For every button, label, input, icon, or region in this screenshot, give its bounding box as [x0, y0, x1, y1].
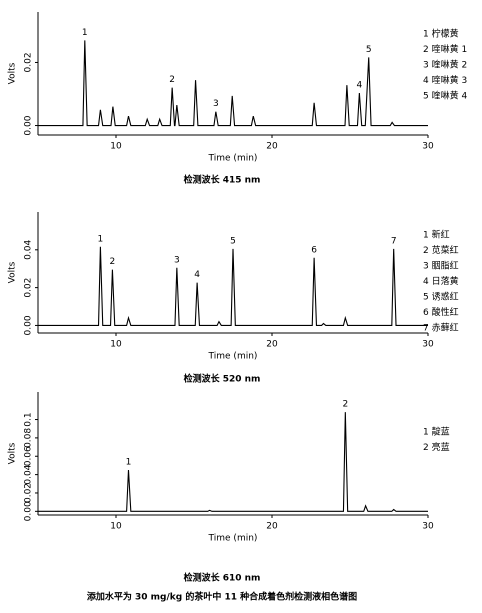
legend-entry: 1 新红: [423, 229, 450, 241]
legend-entry: 1 靛蓝: [423, 426, 450, 438]
y-tick-label: 0.02: [24, 278, 34, 298]
legend-entry: 3 胭脂红: [423, 260, 459, 272]
y-tick-label: 0.00: [24, 315, 34, 335]
x-tick-label: 30: [422, 142, 434, 152]
peak-label: 4: [194, 270, 200, 280]
x-tick-label: 20: [266, 142, 278, 152]
y-tick-label: 0.00: [24, 501, 34, 521]
legend-entry: 4 日落黄: [423, 275, 459, 287]
caption: 检测波长 415 nm: [184, 174, 261, 186]
x-tick-label: 30: [422, 522, 434, 532]
trace: [38, 40, 428, 127]
peak-label: 2: [110, 257, 116, 267]
x-tick-label: 20: [266, 522, 278, 532]
peak-label: 7: [391, 236, 397, 246]
x-axis-label: Time (min): [208, 534, 258, 544]
y-tick-label: 0.08: [24, 428, 34, 448]
y-tick-label: 0.02: [24, 52, 34, 72]
x-tick-label: 10: [110, 340, 122, 350]
x-axis-label: Time (min): [208, 154, 258, 164]
x-tick-label: 10: [110, 522, 122, 532]
trace: [38, 246, 428, 326]
peak-label: 5: [230, 236, 236, 246]
y-tick-label: 0.02: [24, 483, 34, 503]
y-tick-label: 0.04: [24, 464, 34, 484]
legend-entry: 2 苋菜红: [423, 244, 459, 256]
legend-entry: 1 柠檬黄: [423, 28, 459, 40]
x-axis-label: Time (min): [208, 352, 258, 362]
peak-label: 1: [82, 28, 88, 38]
legend-entry: 3 喹啉黄 2: [423, 59, 467, 71]
peak-label: 4: [356, 81, 362, 91]
x-tick-label: 30: [422, 340, 434, 350]
peak-label: 6: [311, 245, 317, 255]
legend-entry: 5 喹啉黄 4: [423, 90, 467, 102]
y-tick-label: 0.1: [24, 412, 34, 426]
peak-label: 5: [366, 45, 372, 55]
peak-label: 2: [169, 75, 175, 85]
y-tick-label: 0.04: [24, 240, 34, 260]
y-axis-label: Volts: [8, 62, 18, 84]
peak-label: 3: [213, 99, 219, 109]
peak-label: 1: [126, 458, 132, 468]
legend-entry: 6 酸性红: [423, 306, 459, 318]
caption: 检测波长 610 nm: [184, 572, 261, 584]
y-tick-label: 0.06: [24, 446, 34, 466]
legend-entry: 2 喹啉黄 1: [423, 43, 467, 55]
peak-label: 1: [98, 234, 104, 244]
legend-entry: 7 赤藓红: [423, 322, 459, 334]
y-axis-label: Volts: [8, 442, 18, 464]
peak-label: 3: [174, 255, 180, 265]
trace: [38, 412, 428, 512]
legend-entry: 5 诱惑红: [423, 291, 459, 303]
caption: 检测波长 520 nm: [184, 373, 261, 385]
y-tick-label: 0.00: [24, 115, 34, 135]
legend-entry: 4 喹啉黄 3: [423, 74, 467, 86]
x-tick-label: 10: [110, 142, 122, 152]
legend-entry: 2 亮蓝: [423, 441, 450, 453]
x-tick-label: 20: [266, 340, 278, 350]
y-axis-label: Volts: [8, 261, 18, 283]
peak-label: 2: [342, 400, 348, 410]
figure-caption: 添加水平为 30 mg/kg 的茶叶中 11 种合成着色剂检测液相色谱图: [87, 591, 357, 603]
